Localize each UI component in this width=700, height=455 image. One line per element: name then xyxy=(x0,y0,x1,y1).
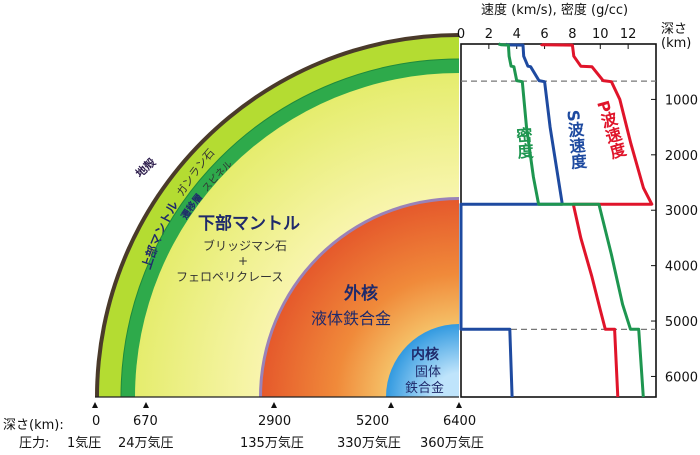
y-tick-label: 5000 xyxy=(665,315,698,330)
inner-core-description-2: 鉄合金 xyxy=(405,381,445,396)
depth-tick-670: 670 xyxy=(133,414,158,429)
x-tick-label: 6 xyxy=(540,27,548,42)
lower-mantle-mineral2: フェロペリクレース xyxy=(176,270,284,284)
series-line-2 xyxy=(498,42,645,398)
depth-tick-marker-1 xyxy=(143,402,149,408)
y-tick-label: 6000 xyxy=(665,370,698,385)
outer-core-title: 外核 xyxy=(344,284,378,304)
chart-frame xyxy=(460,43,657,398)
y-tick-label: 1000 xyxy=(665,93,698,108)
transition-boundary-line xyxy=(120,58,460,398)
plus-sign: + xyxy=(238,254,249,268)
depth-tick-0: 0 xyxy=(92,414,101,429)
x-tick-label: 8 xyxy=(568,27,576,42)
x-tick-label: 0 xyxy=(457,27,465,42)
pressure-scale-label: 圧力: xyxy=(19,436,50,451)
chart-title: 速度 (km/s), 密度 (g/cc) xyxy=(481,3,629,18)
series-line-0 xyxy=(540,43,654,398)
velocity-density-chart: 0 2 4 6 8 10 12 1000 2000 3000 4000 5000 6000 xyxy=(457,27,698,398)
depth-tick-2900: 2900 xyxy=(258,414,292,429)
inner-core-title: 内核 xyxy=(411,347,439,363)
depth-scale-label: 深さ(km): xyxy=(3,418,64,433)
s-wave-label: S波速度 xyxy=(563,109,588,171)
pressure-tick-670: 24万気圧 xyxy=(118,436,174,451)
depth-tick-marker-0 xyxy=(92,402,98,408)
y-tick-label: 2000 xyxy=(665,149,698,164)
series-line-1 xyxy=(459,42,564,398)
lower-mantle-mineral1: ブリッジマン石 xyxy=(203,239,288,253)
inner-core-layer xyxy=(386,324,459,397)
y-tick-label: 3000 xyxy=(665,204,698,219)
density-label: 密度 xyxy=(512,126,535,160)
crust-label: 地殻 xyxy=(132,154,159,180)
pressure-tick-5200: 330万気圧 xyxy=(337,436,401,451)
lower-mantle-title: 下部マントル xyxy=(198,214,300,234)
y-axis-label-line1: 深さ xyxy=(661,22,688,37)
y-tick-label: 4000 xyxy=(665,260,698,275)
depth-tick-5200: 5200 xyxy=(356,414,390,429)
pressure-tick-0: 1気圧 xyxy=(67,436,102,451)
pressure-tick-6400: 360万気圧 xyxy=(420,436,484,451)
depth-tick-6400: 6400 xyxy=(443,414,477,429)
x-tick-label: 10 xyxy=(592,27,609,42)
depth-tick-marker-3 xyxy=(388,402,394,408)
pressure-tick-2900: 135万気圧 xyxy=(240,436,304,451)
inner-core-description-1: 固体 xyxy=(415,365,442,380)
x-tick-label: 4 xyxy=(513,27,521,42)
depth-pressure-scale xyxy=(92,396,462,408)
depth-tick-marker-4 xyxy=(456,402,462,408)
y-axis-label-line2: (km) xyxy=(661,36,692,51)
x-tick-label: 2 xyxy=(485,27,493,42)
outer-core-description: 液体鉄合金 xyxy=(311,309,392,328)
x-tick-label: 12 xyxy=(620,27,637,42)
depth-tick-marker-2 xyxy=(271,402,277,408)
